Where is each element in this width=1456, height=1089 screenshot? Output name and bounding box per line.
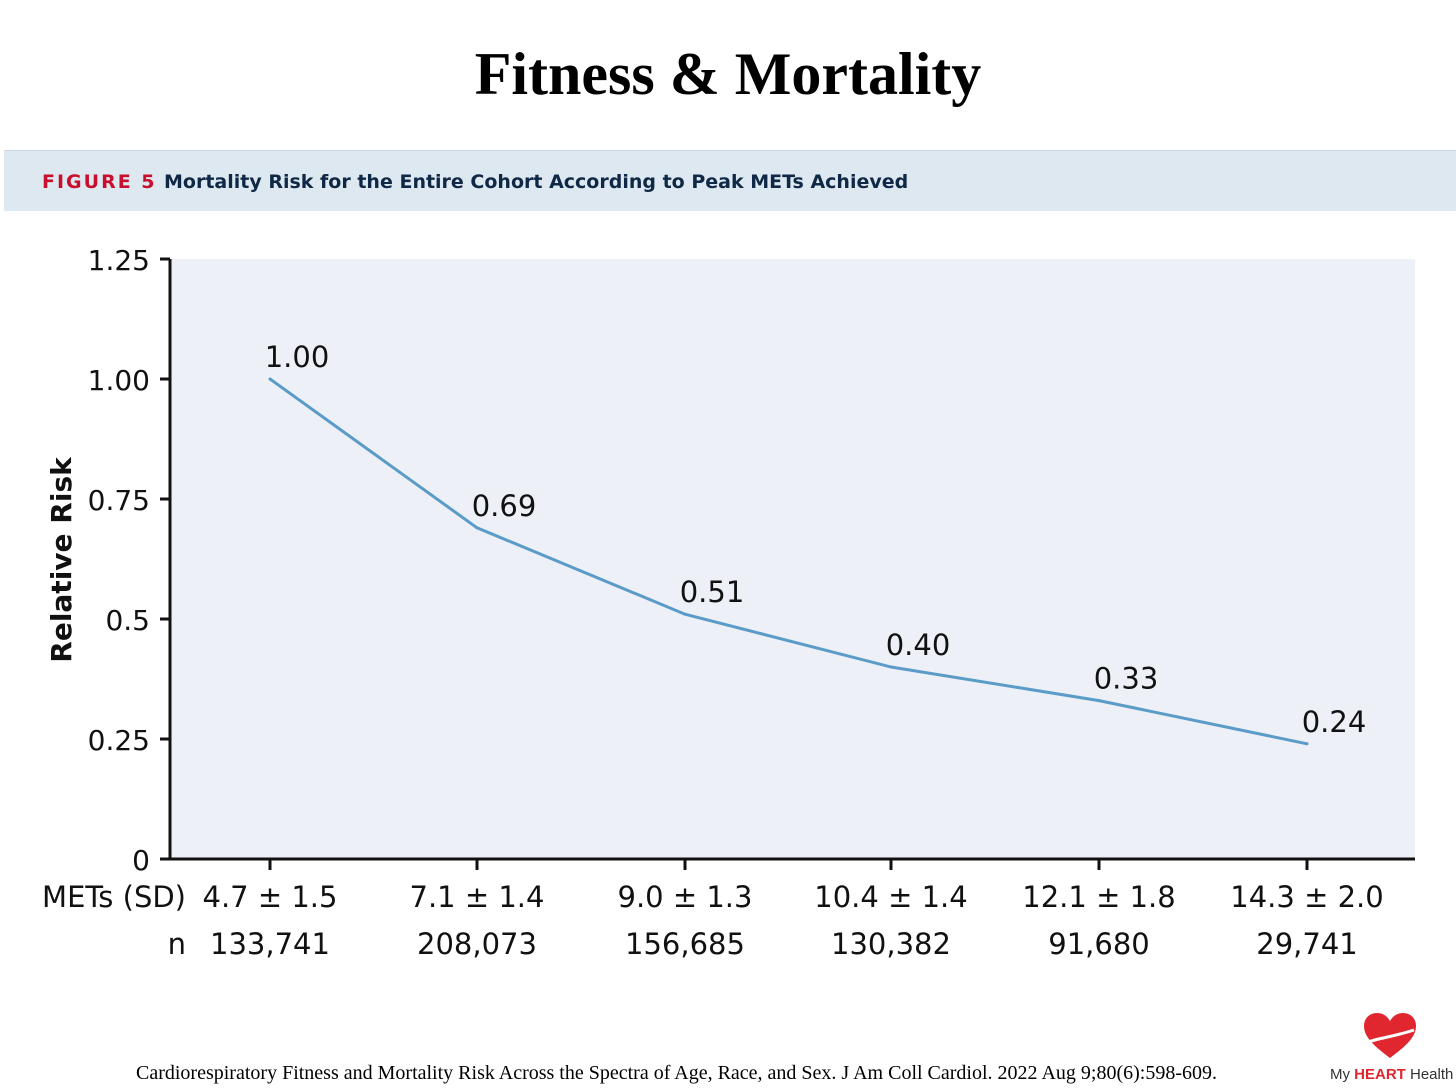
data-point (475, 526, 479, 530)
x-category-label: 10.4 ± 1.4 (814, 880, 967, 914)
data-point (268, 377, 272, 381)
x-n-label: 130,382 (831, 927, 951, 961)
figure-header-bar: FIGURE 5 Mortality Risk for the Entire C… (4, 150, 1456, 211)
citation-text: Cardiorespiratory Fitness and Mortality … (136, 1062, 1217, 1084)
x-row-label-mets: METs (SD) (42, 880, 186, 914)
x-category-label: 14.3 ± 2.0 (1230, 880, 1383, 914)
data-point (889, 665, 893, 669)
y-tick-label: 0.25 (88, 724, 150, 757)
brand-suffix: Health (1405, 1066, 1454, 1083)
x-n-label: 29,741 (1256, 927, 1357, 961)
x-n-label: 156,685 (625, 927, 745, 961)
x-category-label: 4.7 ± 1.5 (203, 880, 338, 914)
x-row-label-n: n (168, 927, 186, 961)
x-category-label: 7.1 ± 1.4 (410, 880, 545, 914)
y-tick-label: 1.00 (88, 364, 150, 397)
data-label: 0.40 (886, 628, 951, 662)
y-tick-label: 1.25 (88, 244, 150, 277)
x-n-label: 208,073 (417, 927, 537, 961)
slide-title: Fitness & Mortality (474, 41, 982, 107)
x-category-label: 12.1 ± 1.8 (1022, 880, 1175, 914)
y-axis-title: Relative Risk (45, 456, 78, 663)
brand-prefix: My (1330, 1066, 1355, 1083)
data-label: 0.33 (1094, 662, 1159, 696)
data-label: 0.69 (472, 489, 537, 523)
heart-logo-icon (1364, 1013, 1416, 1058)
series-line (269, 377, 1308, 746)
data-label: 1.00 (265, 340, 330, 374)
data-label: 0.24 (1302, 705, 1367, 739)
x-n-label: 91,680 (1048, 927, 1149, 961)
data-point (683, 612, 687, 616)
figure-caption: Mortality Risk for the Entire Cohort Acc… (164, 171, 909, 193)
x-n-label: 133,741 (210, 927, 330, 961)
figure-label: FIGURE 5 (42, 171, 157, 193)
brand-highlight: HEART (1354, 1066, 1406, 1083)
y-tick-label: 0 (132, 844, 150, 877)
data-label: 0.51 (680, 575, 745, 609)
data-point (1305, 742, 1309, 746)
brand-name: My HEART Health (1330, 1066, 1453, 1083)
y-tick-label: 0.5 (105, 604, 150, 637)
mortality-risk-line-chart: 0 0.25 0.5 0.75 1.00 1.25 Relative Risk 4.7 ± 1… (42, 244, 1415, 961)
x-category-label: 9.0 ± 1.3 (618, 880, 753, 914)
plot-area-background (170, 259, 1415, 859)
brand-logo-block: My HEART Health (1326, 1008, 1456, 1088)
data-point (1097, 699, 1101, 703)
y-tick-label: 0.75 (88, 484, 150, 517)
